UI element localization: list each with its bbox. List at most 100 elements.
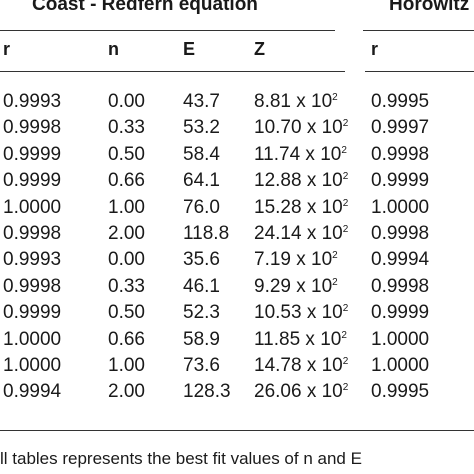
table-footnote: ll tables represents the best fit values… [0, 449, 362, 468]
cell-n: 0.33 [108, 275, 145, 297]
cell-e: 35.6 [183, 249, 220, 271]
table-row: 0.9994 2.00 128.3 26.06 x 102 0.9995 [0, 381, 474, 407]
cell-z: 14.78 x 102 [254, 355, 348, 377]
cell-r2: 0.9998 [371, 143, 430, 165]
cell-z: 9.29 x 102 [254, 276, 338, 298]
z-exponent: 2 [342, 224, 349, 235]
table-row: 0.9993 0.00 43.7 8.81 x 102 0.9995 [0, 91, 474, 117]
cell-r: 0.9999 [3, 143, 62, 165]
z-mantissa: 8.81 x 10 [254, 91, 333, 112]
coast-redfern-header: Coast - Redfern equation [32, 0, 258, 15]
cell-r: 0.9993 [3, 249, 62, 271]
cell-r: 0.9999 [3, 302, 62, 324]
cell-z: 15.28 x 102 [254, 197, 348, 219]
cell-e: 76.0 [183, 196, 220, 218]
cell-r2: 0.9998 [371, 275, 430, 297]
cell-e: 58.4 [183, 143, 220, 165]
cell-n: 1.00 [108, 196, 145, 218]
table-bottom-rule [0, 430, 474, 431]
column-header-z: Z [254, 39, 265, 59]
cell-r2: 1.0000 [371, 355, 430, 376]
table-row: 0.9999 0.66 64.1 12.88 x 102 0.9999 [0, 170, 474, 196]
table-row: 1.0000 0.66 58.9 11.85 x 102 1.0000 [0, 329, 474, 355]
cell-e: 43.7 [183, 91, 220, 112]
column-header-horowitz-r: r [371, 39, 379, 59]
cell-r: 1.0000 [3, 355, 62, 376]
cell-r2: 0.9998 [371, 223, 430, 244]
header-bottom-rule [0, 71, 345, 72]
z-mantissa: 11.85 x 10 [254, 328, 342, 350]
cell-e: 58.9 [183, 328, 220, 350]
table-row: 1.0000 1.00 76.0 15.28 x 102 1.0000 [0, 197, 474, 223]
cell-z: 26.06 x 102 [254, 381, 348, 403]
cell-z: 24.14 x 102 [254, 223, 348, 245]
cell-z: 10.53 x 102 [254, 302, 348, 324]
z-mantissa: 10.70 x 10 [254, 117, 343, 139]
cell-z: 10.70 x 102 [254, 117, 348, 139]
table-row: 0.9998 0.33 46.1 9.29 x 102 0.9998 [0, 276, 474, 302]
table-row: 1.0000 1.00 73.6 14.78 x 102 1.0000 [0, 355, 474, 381]
cell-z: 7.19 x 102 [254, 249, 338, 271]
table-row: 0.9998 2.00 118.8 24.14 x 102 0.9998 [0, 223, 474, 249]
cell-e: 52.3 [183, 302, 220, 324]
cell-r: 0.9993 [3, 91, 62, 112]
cell-r2: 0.9995 [371, 91, 430, 112]
z-mantissa: 26.06 x 10 [254, 381, 343, 403]
cell-r: 0.9998 [3, 275, 62, 297]
cell-n: 0.50 [108, 302, 145, 324]
cell-z: 11.85 x 102 [254, 329, 347, 351]
header-bottom-rule-horowitz [365, 71, 474, 72]
cell-n: 0.66 [108, 170, 145, 192]
cell-n: 0.50 [108, 143, 145, 165]
cell-e: 46.1 [183, 275, 220, 297]
table-row: 0.9999 0.50 52.3 10.53 x 102 0.9999 [0, 302, 474, 328]
z-exponent: 2 [332, 250, 338, 262]
cell-r: 0.9998 [3, 117, 62, 139]
z-mantissa: 12.88 x 10 [254, 170, 343, 192]
z-exponent: 2 [341, 144, 347, 156]
cell-e: 118.8 [183, 223, 230, 244]
cell-r: 1.0000 [3, 328, 62, 350]
z-mantissa: 11.74 x 10 [254, 143, 342, 165]
cell-r2: 0.9994 [371, 249, 430, 271]
z-mantissa: 9.29 x 10 [254, 275, 333, 297]
z-exponent: 2 [342, 171, 349, 183]
z-exponent: 2 [342, 118, 349, 130]
cell-n: 2.00 [108, 223, 145, 244]
z-mantissa: 24.14 x 10 [254, 223, 343, 244]
table-row: 0.9999 0.50 58.4 11.74 x 102 0.9998 [0, 144, 474, 170]
cell-r2: 0.9997 [371, 117, 430, 139]
cell-n: 0.00 [108, 91, 145, 112]
table-row: 0.9998 0.33 53.2 10.70 x 102 0.9997 [0, 117, 474, 143]
column-header-e: E [183, 39, 196, 59]
cell-r: 1.0000 [3, 196, 62, 218]
z-exponent: 2 [342, 303, 349, 315]
z-exponent: 2 [342, 197, 349, 209]
cell-e: 53.2 [183, 117, 220, 139]
horowitz-header: Horowitz [389, 0, 470, 15]
cell-r2: 0.9999 [371, 302, 430, 324]
cell-e: 128.3 [183, 381, 231, 403]
cell-n: 0.00 [108, 249, 145, 271]
cell-r: 0.9994 [3, 381, 62, 403]
cell-r2: 0.9995 [371, 381, 430, 403]
cell-z: 8.81 x 102 [254, 91, 338, 113]
cell-r2: 1.0000 [371, 196, 430, 218]
z-mantissa: 15.28 x 10 [254, 196, 343, 218]
cell-e: 73.6 [183, 355, 220, 376]
cell-r: 0.9999 [3, 170, 62, 192]
z-mantissa: 14.78 x 10 [254, 355, 343, 376]
horowitz-rule [363, 30, 474, 31]
z-exponent: 2 [342, 356, 349, 367]
cell-n: 0.33 [108, 117, 145, 139]
cell-n: 0.66 [108, 328, 145, 350]
cell-n: 2.00 [108, 381, 145, 403]
cell-r2: 0.9999 [371, 170, 430, 192]
coast-redfern-rule [0, 30, 335, 31]
cell-n: 1.00 [108, 355, 145, 376]
z-exponent: 2 [341, 329, 347, 341]
column-header-n: n [108, 39, 119, 59]
z-exponent: 2 [332, 92, 338, 103]
z-exponent: 2 [332, 276, 338, 288]
z-exponent: 2 [342, 382, 349, 394]
